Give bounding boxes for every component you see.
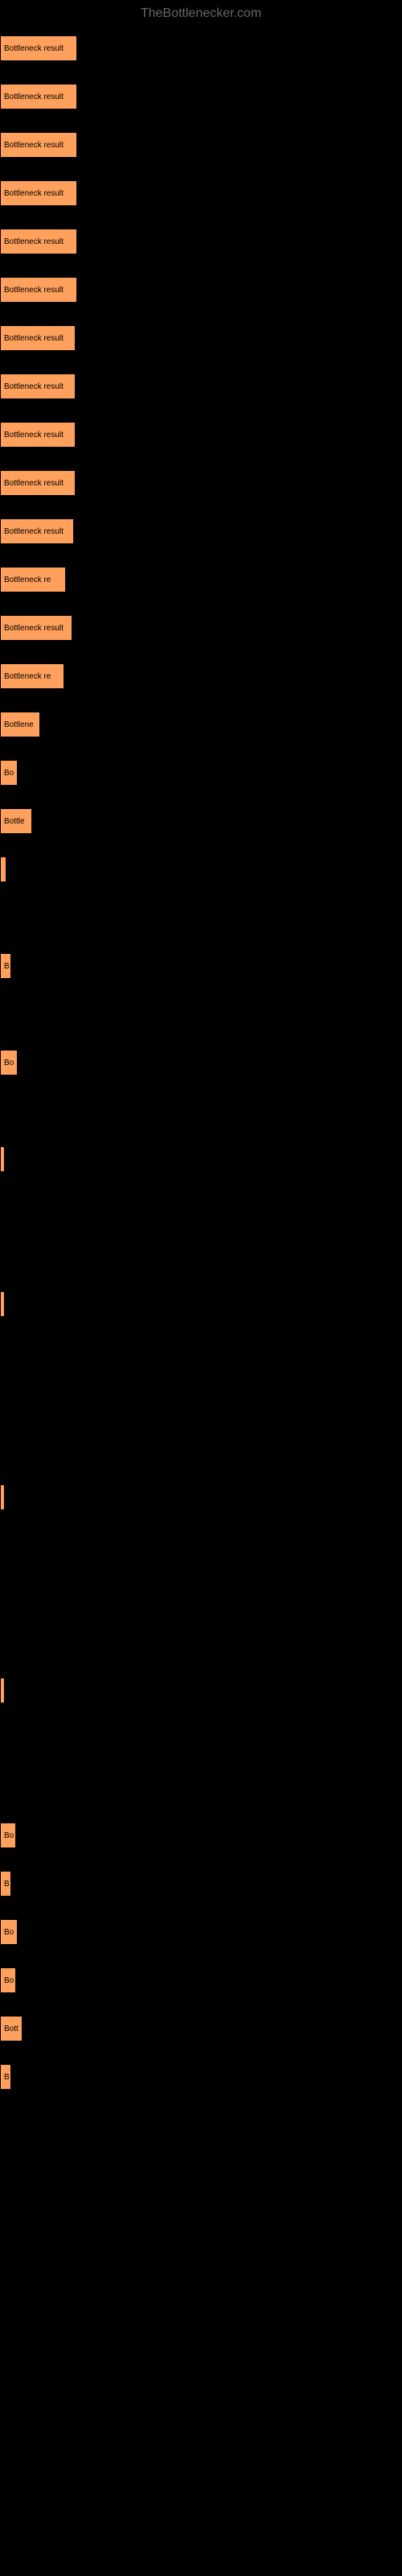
bar-row: Bottle — [0, 808, 402, 834]
chart-bar: Bottle — [0, 808, 32, 834]
bar-row — [0, 1726, 402, 1752]
bar-row — [0, 1340, 402, 1365]
bar-row — [0, 905, 402, 931]
bar-row — [0, 1533, 402, 1558]
bar-row: Bottleneck re — [0, 663, 402, 689]
bar-row — [0, 857, 402, 882]
bar-row — [0, 1001, 402, 1027]
chart-bar: Bottleneck result — [0, 470, 76, 496]
bar-row: Bottleneck result — [0, 422, 402, 448]
bar-row: Bo — [0, 1967, 402, 1993]
chart-bar: Bottleneck result — [0, 180, 77, 206]
chart-bar — [0, 1484, 5, 1510]
bar-row: B — [0, 1871, 402, 1897]
bar-row — [0, 1436, 402, 1462]
bar-row — [0, 1581, 402, 1607]
bar-row: Bottleneck result — [0, 229, 402, 254]
bar-row — [0, 1098, 402, 1124]
chart-bar — [0, 1146, 5, 1172]
bar-row — [0, 1195, 402, 1220]
chart-bar: Bottleneck result — [0, 277, 77, 303]
bar-row — [0, 1146, 402, 1172]
bar-row: Bo — [0, 760, 402, 786]
bar-row — [0, 1291, 402, 1317]
chart-bar: Bo — [0, 760, 18, 786]
chart-bar: Bott — [0, 2016, 23, 2041]
watermark-text: TheBottlenecker.com — [0, 0, 402, 27]
bar-row — [0, 1484, 402, 1510]
bar-row: Bottleneck result — [0, 518, 402, 544]
bar-row: Bottleneck result — [0, 35, 402, 61]
bar-row: Bottlene — [0, 712, 402, 737]
chart-bar — [0, 1678, 5, 1703]
bar-row: Bottleneck result — [0, 374, 402, 399]
chart-bar: B — [0, 953, 11, 979]
chart-bar: Bo — [0, 1919, 18, 1945]
bar-row: Bottleneck result — [0, 615, 402, 641]
chart-bar: Bottleneck result — [0, 422, 76, 448]
bar-row: Bo — [0, 1823, 402, 1848]
bar-row — [0, 1678, 402, 1703]
chart-bar: Bottleneck result — [0, 615, 72, 641]
chart-bar: Bottleneck re — [0, 567, 66, 592]
bar-chart: Bottleneck result Bottleneck result Bottle… — [0, 27, 402, 2120]
chart-bar: Bottlene — [0, 712, 40, 737]
bar-row: Bottleneck result — [0, 84, 402, 109]
chart-bar: Bo — [0, 1967, 16, 1993]
chart-bar: Bottleneck result — [0, 518, 74, 544]
bar-row: Bottleneck result — [0, 325, 402, 351]
bar-row: Bo — [0, 1919, 402, 1945]
bar-row — [0, 1774, 402, 1800]
chart-bar: B — [0, 2064, 11, 2090]
chart-bar: Bo — [0, 1050, 18, 1075]
chart-bar: Bottleneck result — [0, 325, 76, 351]
bar-row: Bottleneck result — [0, 470, 402, 496]
chart-bar: B — [0, 1871, 11, 1897]
chart-bar: Bottleneck result — [0, 84, 77, 109]
bar-row — [0, 1629, 402, 1655]
chart-bar — [0, 1291, 5, 1317]
chart-bar: Bo — [0, 1823, 16, 1848]
bar-row: Bo — [0, 1050, 402, 1075]
chart-bar: Bottleneck result — [0, 132, 77, 158]
chart-bar: Bottleneck result — [0, 229, 77, 254]
chart-bar: Bottleneck re — [0, 663, 64, 689]
bar-row: Bottleneck re — [0, 567, 402, 592]
bar-row: Bott — [0, 2016, 402, 2041]
chart-bar: Bottleneck result — [0, 35, 77, 61]
bar-row — [0, 1388, 402, 1414]
bar-row: Bottleneck result — [0, 132, 402, 158]
bar-row: Bottleneck result — [0, 180, 402, 206]
bar-row: B — [0, 953, 402, 979]
bar-row: B — [0, 2064, 402, 2090]
chart-bar — [0, 857, 6, 882]
chart-bar: Bottleneck result — [0, 374, 76, 399]
bar-row — [0, 1243, 402, 1269]
bar-row: Bottleneck result — [0, 277, 402, 303]
